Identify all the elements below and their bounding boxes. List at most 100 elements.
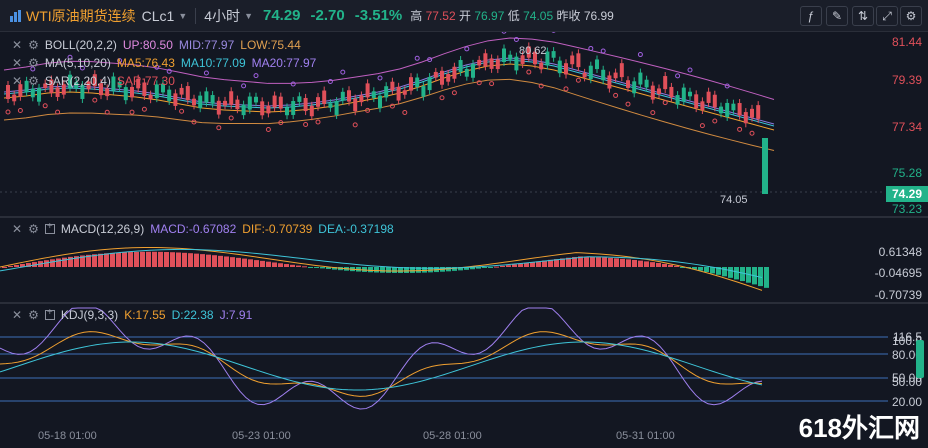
sar-dot: [278, 120, 284, 126]
axis-label: 75.28: [891, 166, 922, 180]
close-icon[interactable]: ✕: [12, 74, 23, 88]
sar-dot: [290, 81, 296, 87]
candle-body: [681, 87, 686, 102]
period-chevron-down-icon[interactable]: ▼: [244, 10, 253, 21]
sar-dot: [538, 83, 544, 89]
watermark: 618外汇网: [798, 413, 920, 443]
candle-body: [440, 70, 444, 85]
sar-dot: [141, 106, 147, 112]
gear-icon[interactable]: ⚙: [28, 74, 39, 88]
candle-body: [415, 77, 420, 88]
candle-body: [409, 77, 413, 91]
close-icon[interactable]: ✕: [12, 56, 23, 70]
candle-body: [309, 105, 314, 117]
candle-body: [185, 86, 190, 101]
period-selector[interactable]: 4小时: [204, 7, 241, 24]
macd-bar: [410, 267, 415, 273]
expand-icon[interactable]: ⤢: [876, 6, 898, 26]
sar-dot: [265, 127, 271, 133]
macd-bar: [68, 256, 73, 267]
dif-value: DIF:-0.70739: [242, 222, 313, 236]
close-icon[interactable]: ✕: [12, 38, 23, 52]
macd-bar: [620, 258, 625, 267]
price-chart[interactable]: [0, 32, 928, 216]
boll-name[interactable]: BOLL(20,2,2): [44, 38, 117, 52]
macd-bar: [614, 258, 619, 267]
chart-logo-icon: [10, 9, 22, 22]
gear-icon[interactable]: ⚙: [28, 222, 39, 236]
candle-body: [148, 94, 153, 100]
macd-bar: [308, 267, 313, 268]
high-label: 高: [410, 9, 423, 23]
sar-name[interactable]: SAR(2,20,4): [44, 74, 111, 88]
x-axis-label: 05-23 01:00: [232, 430, 291, 442]
ma20-value: MA20:77.97: [251, 56, 317, 70]
candle-body: [545, 51, 550, 66]
candle-body: [495, 59, 500, 70]
close-icon[interactable]: ✕: [12, 222, 23, 236]
candle-body: [241, 104, 246, 116]
compare-icon[interactable]: ⇅: [852, 6, 874, 26]
kdj-scroll-handle[interactable]: [916, 340, 924, 378]
candle-body: [514, 56, 519, 71]
sar-dot: [749, 130, 755, 136]
sar-dot: [476, 80, 482, 86]
candle-body: [204, 91, 209, 103]
macd-name[interactable]: MACD(12,26,9): [60, 222, 145, 236]
macd-bar: [314, 267, 319, 268]
ma-name[interactable]: MA(5,10,20): [44, 56, 111, 70]
candle-body: [322, 90, 327, 105]
macd-bar: [116, 252, 121, 267]
panel-divider[interactable]: [0, 302, 928, 304]
candle-body: [756, 105, 761, 119]
macd-bar: [26, 263, 31, 267]
macd-bar: [572, 257, 577, 267]
indicator-toggle-icon[interactable]: [44, 221, 55, 234]
sar-dot: [129, 109, 135, 115]
sar-dot: [191, 119, 197, 125]
indicator-icon[interactable]: ƒ: [800, 6, 822, 26]
low-marker: 74.05: [720, 194, 748, 206]
macd-bar: [590, 256, 595, 267]
candle-body: [68, 74, 72, 88]
kdj-chart[interactable]: [0, 304, 928, 426]
indicator-toggle-icon[interactable]: [44, 307, 55, 320]
sar-dot: [687, 67, 693, 73]
candle-body: [43, 83, 48, 89]
macd-bar: [464, 267, 469, 270]
macd-bar: [392, 267, 397, 273]
instrument-symbol[interactable]: CLc1: [141, 7, 175, 24]
settings-icon[interactable]: ⚙: [900, 6, 922, 26]
candle-body: [489, 58, 494, 69]
macd-bar: [482, 267, 487, 269]
macd-bar: [722, 267, 727, 277]
macd-chart[interactable]: [0, 218, 928, 302]
last-price-tag: 74.29: [886, 186, 928, 202]
macd-bar: [200, 254, 205, 267]
gear-icon[interactable]: ⚙: [28, 308, 39, 322]
sar-dot: [365, 107, 371, 113]
gear-icon[interactable]: ⚙: [28, 38, 39, 52]
gear-icon[interactable]: ⚙: [28, 56, 39, 70]
sar-dot: [501, 32, 507, 34]
candle-body: [725, 102, 730, 117]
macd-bar: [20, 263, 25, 267]
sar-dot: [712, 118, 718, 124]
macd-bar: [692, 267, 697, 270]
close-icon[interactable]: ✕: [12, 308, 23, 322]
instrument-title[interactable]: WTI原油期货连续: [26, 7, 136, 24]
candle-body: [533, 51, 537, 65]
sar-dot: [166, 68, 172, 74]
draw-icon[interactable]: ✎: [826, 6, 848, 26]
macd-bar: [128, 252, 133, 267]
macd-legend: ✕ ⚙ MACD(12,26,9) MACD:-0.67082 DIF:-0.7…: [12, 221, 394, 236]
kdj-name[interactable]: KDJ(9,3,3): [60, 308, 119, 322]
macd-bar: [104, 253, 109, 267]
candle-body: [316, 97, 320, 107]
candle-body: [712, 94, 717, 108]
panel-divider[interactable]: [0, 216, 928, 218]
chevron-down-icon[interactable]: ▼: [178, 10, 188, 21]
macd-bar: [542, 260, 547, 267]
sar-dot: [352, 122, 358, 128]
candle-body: [179, 87, 184, 95]
